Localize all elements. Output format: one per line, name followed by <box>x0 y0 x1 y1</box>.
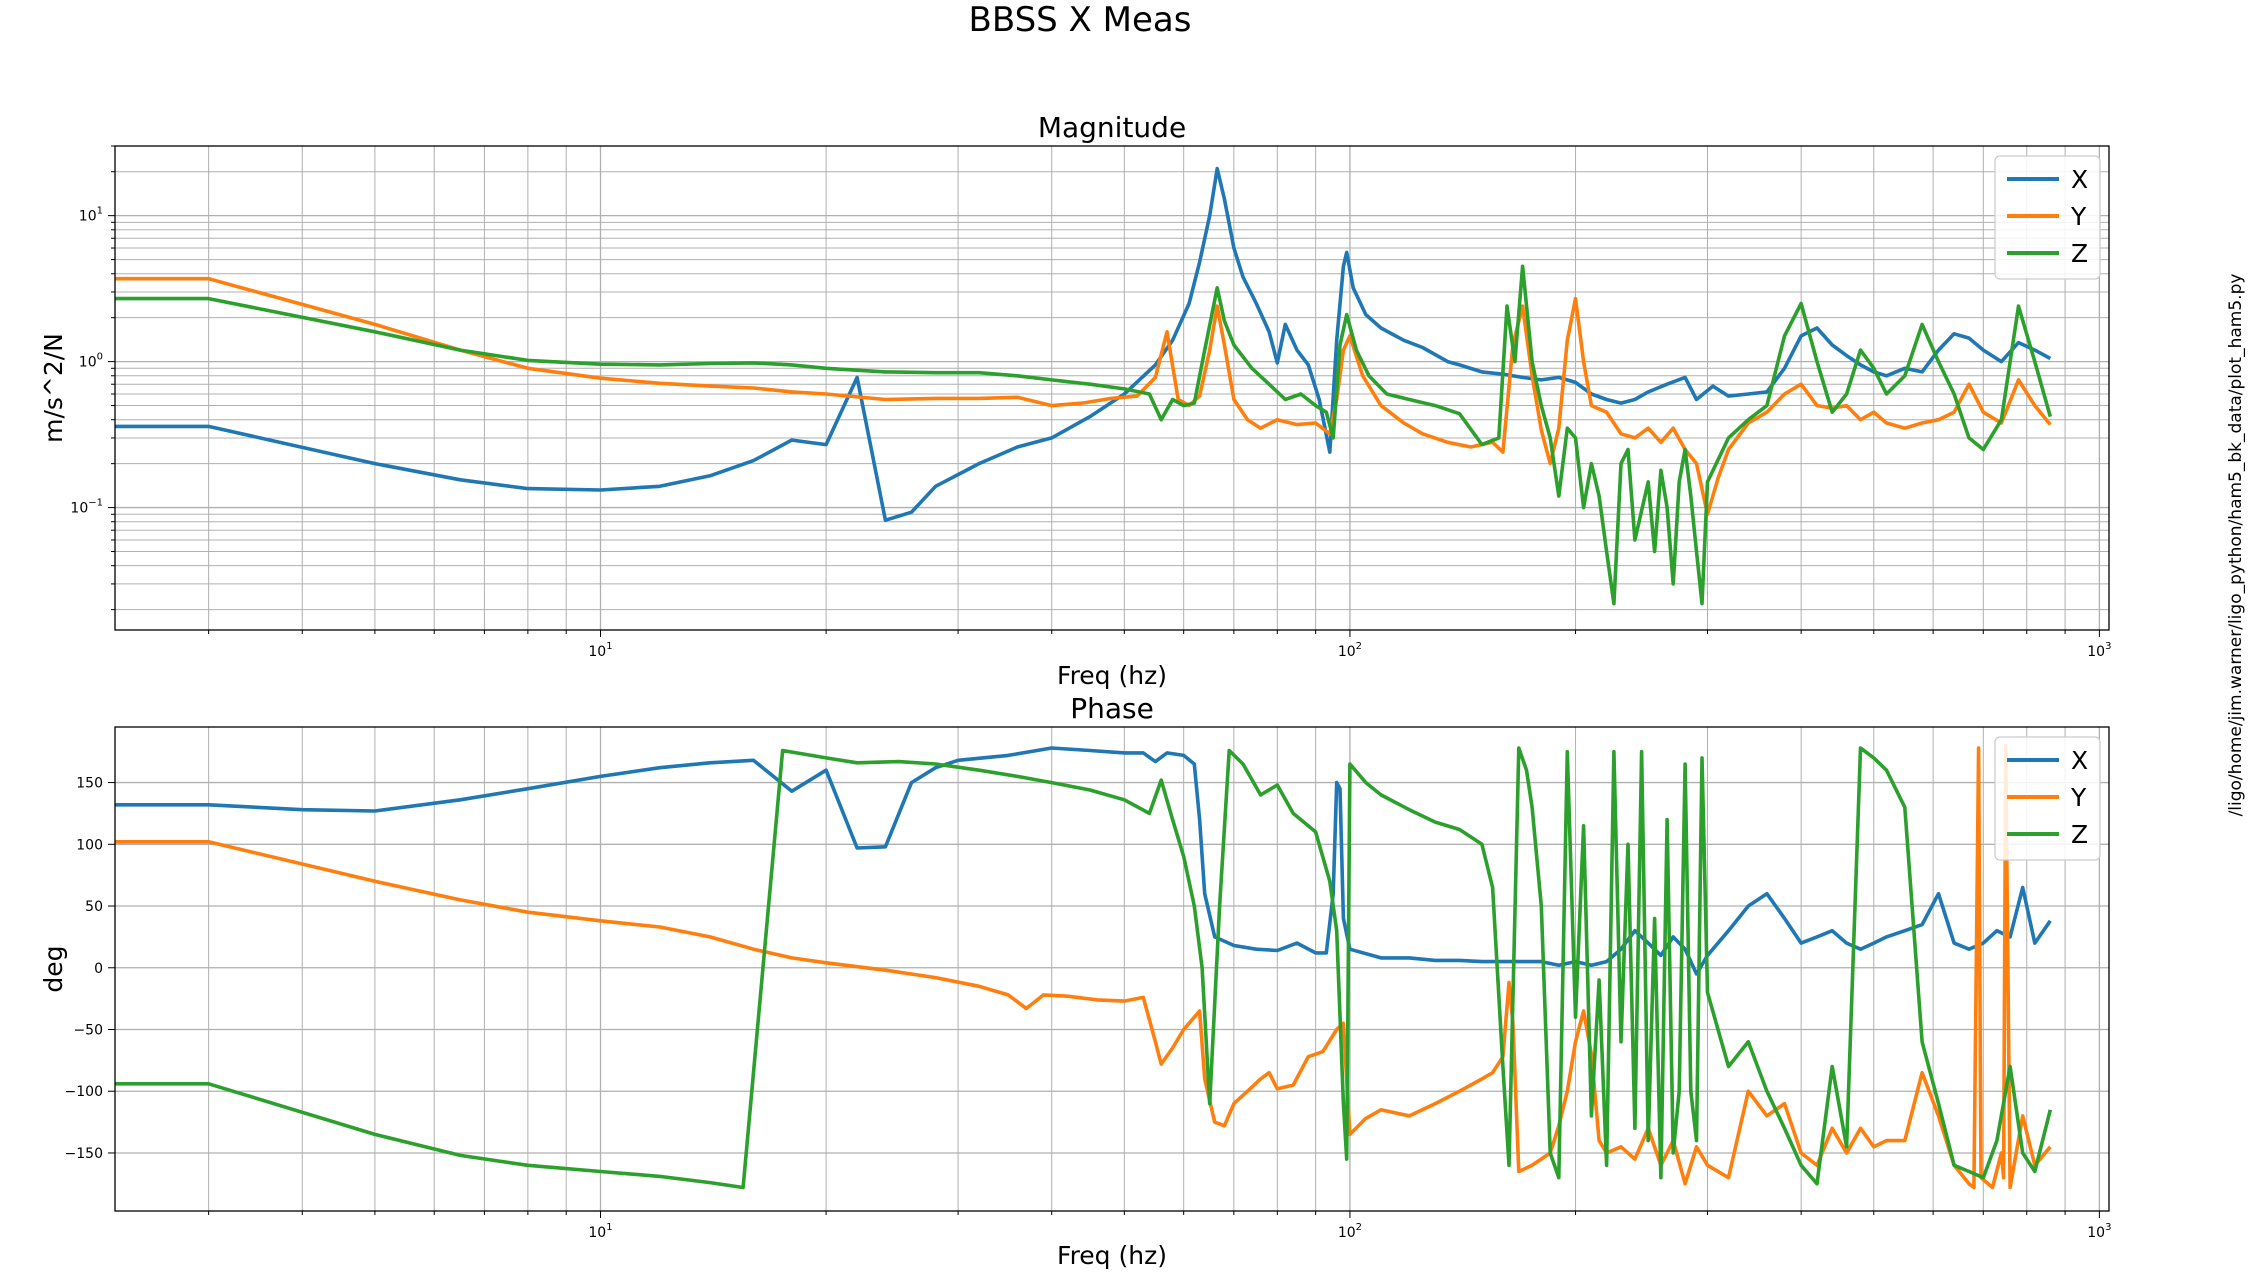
y-tick-label: 100 <box>79 352 103 371</box>
y-axis-label: deg <box>39 945 68 992</box>
legend-label: X <box>2071 165 2088 194</box>
plot-frame <box>114 145 2110 631</box>
y-tick-label: −100 <box>65 1084 103 1100</box>
series-line-x <box>115 166 2052 522</box>
panel-title: Magnitude <box>1038 111 1186 144</box>
y-tick-label: 101 <box>79 206 103 225</box>
panel-title: Phase <box>1070 692 1154 725</box>
legend: XYZ <box>1994 736 2101 861</box>
panel-phase: 101 102 103 150 100 50 0 −50 −100 −150 Phase Freq (… <box>39 692 2111 1270</box>
y-tick-label: −50 <box>73 1023 103 1039</box>
legend-label: Y <box>2070 202 2087 231</box>
series-line-z <box>115 746 2053 1190</box>
grid <box>115 727 2109 1211</box>
y-tick-label: 0 <box>94 961 103 977</box>
series-group <box>115 166 2053 606</box>
x-tick-label: 101 <box>588 641 612 660</box>
x-tick-label: 102 <box>1338 1222 1362 1241</box>
x-tick-label: 102 <box>1338 641 1362 660</box>
y-tick-label: 10−1 <box>70 498 103 517</box>
series-line-y <box>115 743 2052 1190</box>
y-tick-label: −150 <box>65 1146 103 1162</box>
x-axis-label: Freq (hz) <box>1057 661 1167 690</box>
series-line-z <box>115 264 2053 606</box>
y-axis-label: m/s^2/N <box>39 333 68 443</box>
series-line-x <box>115 746 2052 976</box>
panel-magnitude: 101 102 103 10−1 100 101 Magnitude Freq (hz) m/s… <box>39 111 2111 690</box>
x-tick-label: 101 <box>588 1222 612 1241</box>
series-line-y <box>115 276 2052 517</box>
figure-title: BBSS X Meas <box>968 0 1192 40</box>
x-tick-label: 103 <box>2087 641 2111 660</box>
x-tick-label: 103 <box>2087 1222 2111 1241</box>
legend-label: X <box>2071 746 2088 775</box>
plot-frame <box>114 726 2110 1212</box>
legend-label: Y <box>2070 783 2087 812</box>
y-tick-label: 100 <box>76 837 103 853</box>
y-tick-label: 150 <box>76 776 103 792</box>
x-axis-label: Freq (hz) <box>1057 1241 1167 1270</box>
legend-label: Z <box>2071 239 2088 268</box>
legend: XYZ <box>1994 155 2101 280</box>
y-tick-label: 50 <box>85 899 103 915</box>
legend-label: Z <box>2071 820 2088 849</box>
series-group <box>115 743 2053 1190</box>
